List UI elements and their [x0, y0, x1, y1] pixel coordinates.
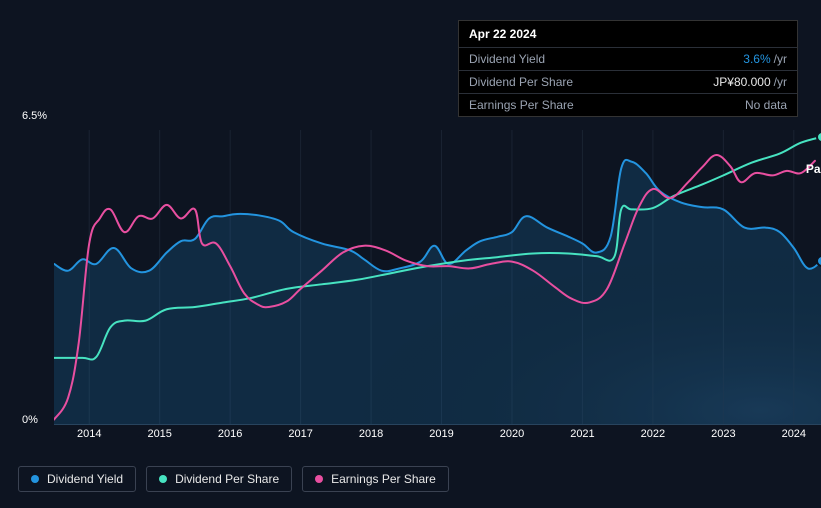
legend-toggle-yield[interactable]: Dividend Yield — [18, 466, 136, 492]
dividend-chart: Apr 22 2024 Dividend Yield 3.6%/yr Divid… — [18, 10, 808, 450]
x-tick: 2019 — [429, 428, 453, 440]
tooltip-row-eps: Earnings Per Share No data — [459, 93, 797, 116]
y-axis-min: 0% — [22, 414, 38, 426]
legend-toggle-eps[interactable]: Earnings Per Share — [302, 466, 449, 492]
tooltip-value: No data — [745, 98, 787, 112]
tooltip-label: Dividend Yield — [469, 52, 743, 66]
x-tick: 2020 — [500, 428, 524, 440]
legend-dot-icon — [31, 475, 39, 483]
chart-plot-area[interactable] — [54, 130, 821, 425]
x-tick: 2022 — [641, 428, 665, 440]
x-tick: 2015 — [147, 428, 171, 440]
legend-dot-icon — [315, 475, 323, 483]
y-axis-max: 6.5% — [22, 110, 47, 122]
x-tick: 2018 — [359, 428, 383, 440]
x-tick: 2014 — [77, 428, 101, 440]
x-axis: 2014 2015 2016 2017 2018 2019 2020 2021 2022 2023… — [54, 428, 821, 448]
legend-label: Earnings Per Share — [331, 472, 436, 486]
x-tick: 2017 — [288, 428, 312, 440]
series-end-marker — [816, 255, 821, 267]
x-tick: 2016 — [218, 428, 242, 440]
past-period-label: Past — [806, 162, 821, 176]
chart-tooltip: Apr 22 2024 Dividend Yield 3.6%/yr Divid… — [458, 20, 798, 117]
x-tick: 2024 — [782, 428, 806, 440]
x-tick: 2023 — [711, 428, 735, 440]
tooltip-value: JP¥80.000/yr — [713, 75, 787, 89]
legend-label: Dividend Yield — [47, 472, 123, 486]
chart-legend: Dividend Yield Dividend Per Share Earnin… — [18, 466, 449, 492]
series-end-marker — [816, 131, 821, 143]
x-tick: 2021 — [570, 428, 594, 440]
legend-label: Dividend Per Share — [175, 472, 279, 486]
tooltip-value: 3.6%/yr — [743, 52, 787, 66]
legend-toggle-dps[interactable]: Dividend Per Share — [146, 466, 292, 492]
tooltip-row-dps: Dividend Per Share JP¥80.000/yr — [459, 70, 797, 93]
legend-dot-icon — [159, 475, 167, 483]
tooltip-row-yield: Dividend Yield 3.6%/yr — [459, 47, 797, 70]
tooltip-label: Earnings Per Share — [469, 98, 745, 112]
tooltip-label: Dividend Per Share — [469, 75, 713, 89]
tooltip-date: Apr 22 2024 — [459, 21, 797, 47]
